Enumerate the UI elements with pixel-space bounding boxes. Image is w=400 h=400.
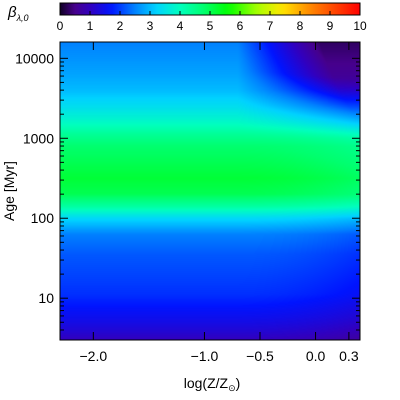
plot-area: −2.0 −1.0 −0.5 0.0 0.3 10 100 1000 10000 [15, 41, 361, 364]
colorbar-ticks: 0 1 2 3 4 5 6 7 8 9 10 [57, 11, 367, 33]
x-axis-label: log(Z/Z⊙) [184, 375, 241, 393]
x-tick-label: 0.0 [306, 348, 326, 364]
colorbar-tick-label: 3 [147, 19, 154, 33]
colorbar-tick-label: 7 [267, 19, 274, 33]
x-tick-label: −0.5 [246, 348, 274, 364]
y-tick-label: 1000 [23, 130, 54, 146]
x-tick-label: 0.3 [339, 348, 359, 364]
colorbar-tick-label: 4 [177, 19, 184, 33]
x-axis-label-subscript: ⊙ [228, 383, 236, 393]
x-axis: −2.0 −1.0 −0.5 0.0 0.3 [80, 42, 359, 364]
colorbar: βλ,0 0 1 2 3 4 5 6 7 8 9 10 [7, 2, 367, 33]
y-axis-label: Age [Myr] [1, 161, 17, 221]
heatmap-image [60, 42, 360, 340]
colorbar-tick-label: 6 [237, 19, 244, 33]
x-axis-label-main: log(Z/Z [184, 375, 229, 391]
colorbar-tick-label: 0 [57, 19, 64, 33]
x-tick-label: −2.0 [80, 348, 108, 364]
colorbar-tick-label: 2 [117, 19, 124, 33]
y-axis: 10 100 1000 10000 [15, 50, 360, 341]
x-axis-label-suffix: ) [236, 375, 241, 391]
colorbar-tick-label: 1 [87, 19, 94, 33]
colorbar-tick-label: 5 [207, 19, 214, 33]
y-tick-label: 10 [38, 290, 54, 306]
x-tick-label: −1.0 [191, 348, 219, 364]
colorbar-label-main: β [7, 4, 17, 21]
plot-frame [59, 41, 361, 341]
y-tick-label: 100 [31, 210, 55, 226]
colorbar-tick-label: 8 [297, 19, 304, 33]
colorbar-label-subscript: λ,0 [16, 13, 29, 23]
colorbar-tick-label: 10 [353, 19, 367, 33]
colorbar-label: βλ,0 [7, 4, 29, 23]
colorbar-tick-label: 9 [327, 19, 334, 33]
y-tick-label: 10000 [15, 50, 54, 66]
